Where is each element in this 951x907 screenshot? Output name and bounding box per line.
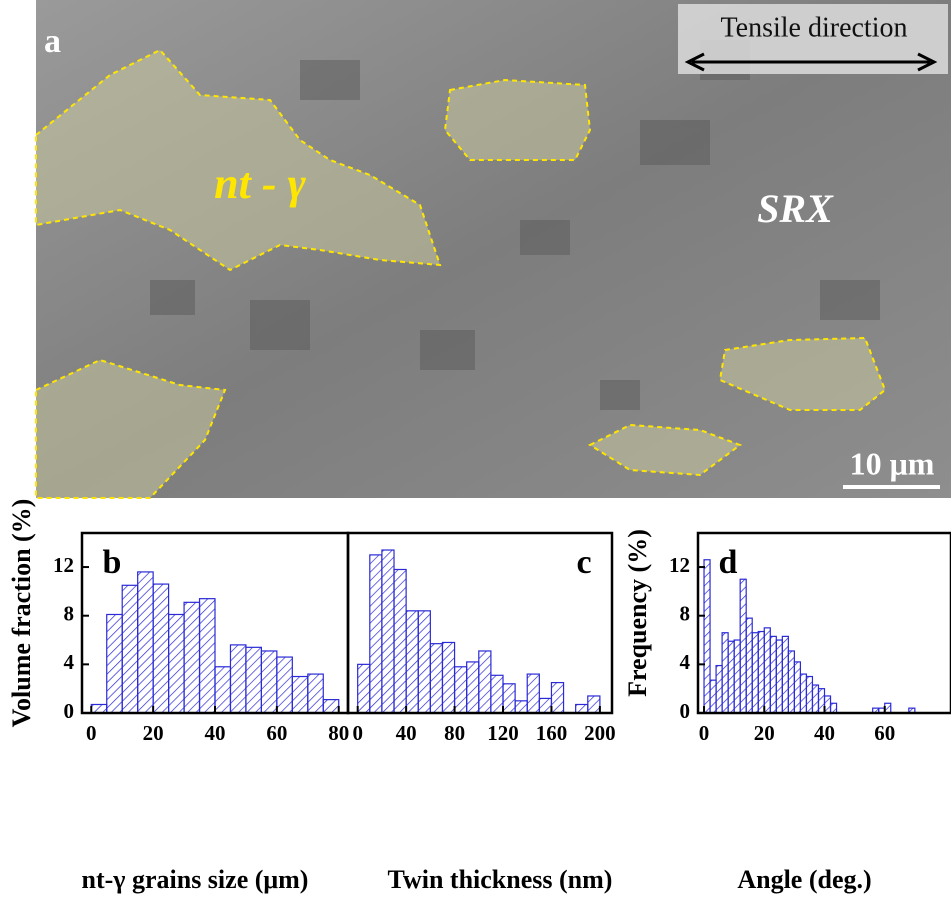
x-tick-label: 80 xyxy=(328,721,349,745)
bar xyxy=(214,666,232,714)
bar xyxy=(121,584,139,714)
x-tick-label: 160 xyxy=(536,721,568,745)
bar xyxy=(721,632,729,714)
bar xyxy=(417,610,431,714)
bar xyxy=(538,697,553,714)
x-tick-label: 20 xyxy=(754,721,775,745)
bar xyxy=(763,627,771,714)
bar xyxy=(478,650,492,714)
x-tick-label: 120 xyxy=(487,721,519,745)
scale-label: 10 μm xyxy=(850,445,935,481)
bar xyxy=(739,578,747,714)
plot-frame xyxy=(346,531,614,715)
panel-label: d xyxy=(719,544,738,581)
bar xyxy=(307,673,324,714)
y-axis-label: Frequency (%) xyxy=(623,529,652,697)
bar xyxy=(152,583,170,714)
grain-label: nt - γ xyxy=(214,159,306,208)
bar xyxy=(751,632,759,714)
bar xyxy=(787,650,795,714)
y-tick-label: 8 xyxy=(680,602,691,626)
x-tick-label: 60 xyxy=(874,721,895,745)
x-tick-label: 0 xyxy=(352,721,363,745)
bar xyxy=(811,684,820,714)
bar xyxy=(393,568,407,714)
x-tick-label: 60 xyxy=(266,721,287,745)
bar xyxy=(715,664,723,714)
texture xyxy=(150,40,880,410)
bar xyxy=(745,617,753,714)
bar xyxy=(429,643,444,714)
bar xyxy=(490,674,504,714)
x-tick-label: 80 xyxy=(444,721,465,745)
x-tick-label: 0 xyxy=(699,721,710,745)
bar xyxy=(514,700,528,714)
region-label: SRX xyxy=(757,186,834,231)
x-tick-label: 200 xyxy=(584,721,616,745)
bar xyxy=(775,639,783,714)
bar xyxy=(168,613,185,714)
x-tick-label: 40 xyxy=(205,721,226,745)
bar xyxy=(245,646,262,714)
x-tick-label: 20 xyxy=(143,721,164,745)
bar xyxy=(526,673,540,714)
bar xyxy=(709,679,717,714)
bar xyxy=(183,601,201,714)
bar xyxy=(229,644,247,714)
panel-label: c xyxy=(576,544,591,581)
bar xyxy=(276,656,293,714)
y-tick-label: 4 xyxy=(64,650,75,674)
y-tick-label: 8 xyxy=(64,602,75,626)
bar xyxy=(703,559,711,714)
x-tick-label: 0 xyxy=(86,721,97,745)
bar xyxy=(466,661,480,714)
y-axis-label: Volume fraction (%) xyxy=(7,499,36,728)
x-axis-label: Twin thickness (nm) xyxy=(388,865,613,894)
bar xyxy=(260,650,278,714)
direction-arrow xyxy=(684,52,938,72)
x-tick-label: 40 xyxy=(814,721,835,745)
y-tick-label: 12 xyxy=(669,553,690,577)
bar xyxy=(441,641,456,714)
bar xyxy=(587,695,601,714)
micrograph: a Tensile direction nt - γ SRX 10 μm xyxy=(35,0,951,499)
bar xyxy=(727,640,735,714)
panel-label: b xyxy=(103,544,122,581)
x-axis-label: Angle (deg.) xyxy=(737,865,871,894)
bar xyxy=(757,630,765,714)
bar xyxy=(799,673,808,714)
bar xyxy=(291,675,309,714)
bar xyxy=(357,663,371,714)
bar xyxy=(90,703,108,714)
direction-label: Tensile direction xyxy=(721,12,908,43)
bar xyxy=(405,610,419,714)
bar xyxy=(106,613,123,714)
bar xyxy=(369,554,383,714)
y-tick-label: 0 xyxy=(64,699,75,723)
bar xyxy=(769,635,777,714)
y-tick-label: 12 xyxy=(53,553,74,577)
bar xyxy=(453,666,468,714)
grain-outlines xyxy=(35,48,887,499)
bar xyxy=(781,635,789,714)
bar xyxy=(502,683,516,714)
bar xyxy=(829,702,838,714)
bar xyxy=(322,699,340,714)
bar xyxy=(733,639,741,714)
y-tick-label: 0 xyxy=(680,699,691,723)
bar xyxy=(381,549,395,714)
panel-label: a xyxy=(44,23,61,60)
x-axis-label: nt-γ grains size (μm) xyxy=(82,865,309,894)
y-tick-label: 4 xyxy=(680,650,691,674)
bar xyxy=(137,571,154,714)
x-tick-label: 40 xyxy=(396,721,417,745)
bar xyxy=(575,703,589,714)
bar xyxy=(805,675,814,714)
bar xyxy=(550,681,565,714)
bar xyxy=(198,598,216,714)
bar xyxy=(793,661,802,714)
